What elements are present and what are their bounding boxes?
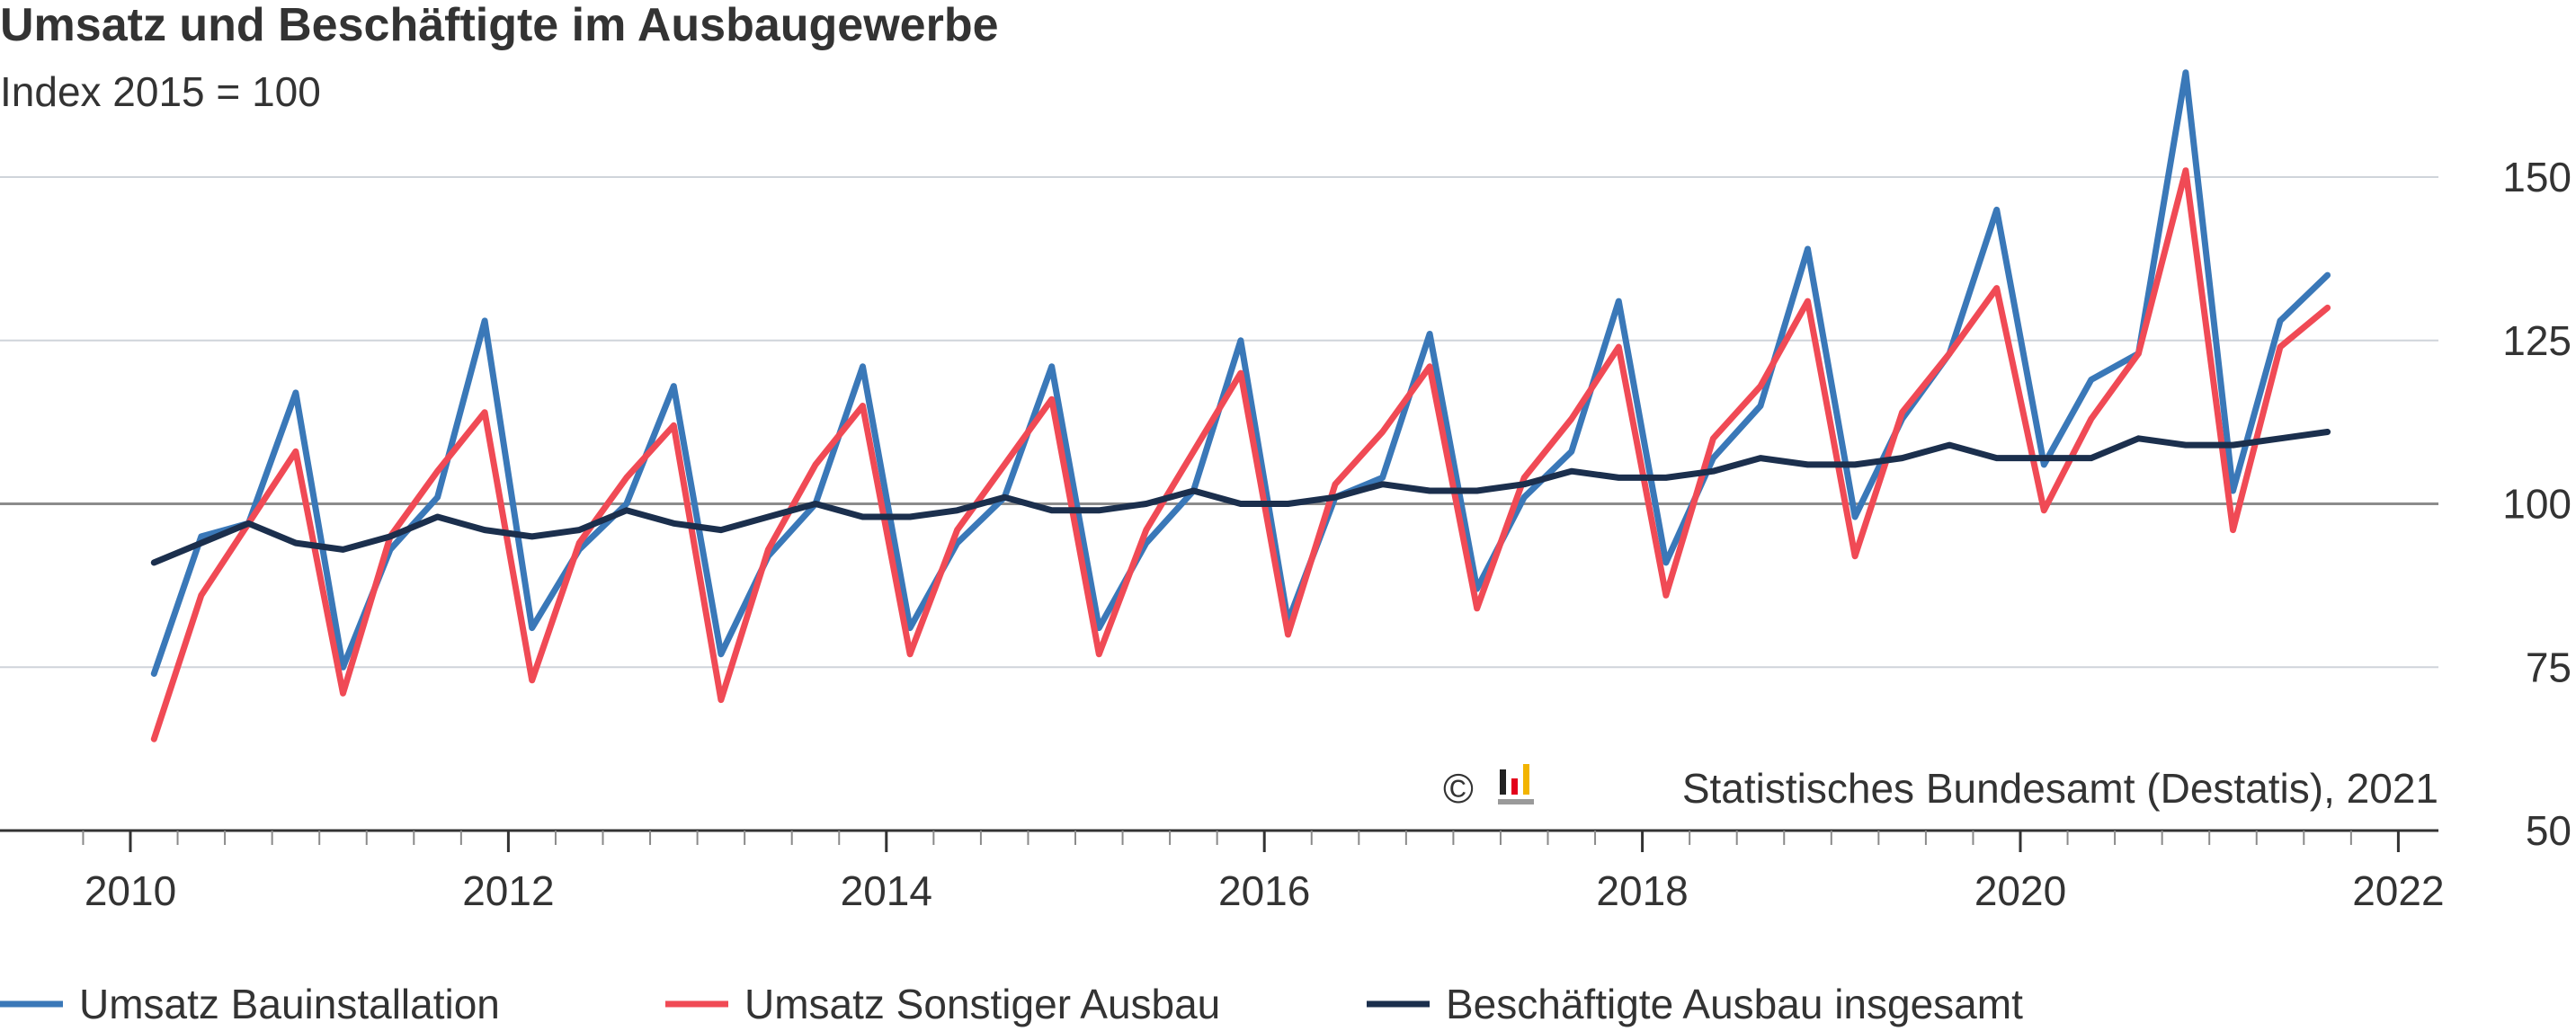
x-tick-label: 2022 (2352, 867, 2444, 914)
x-tick-label: 2016 (1218, 867, 1310, 914)
y-axis-labels: 50 75 100 125 150 (2502, 154, 2572, 854)
legend: Umsatz Bauinstallation Umsatz Sonstiger A… (0, 981, 2023, 1027)
chart-title: Umsatz und Beschäftigte im Ausbaugewerbe (0, 0, 999, 51)
series-line-2 (150, 167, 2331, 742)
y-tick-label: 100 (2502, 481, 2572, 528)
x-tick-label: 2018 (1596, 867, 1688, 914)
copyright-symbol: © (1443, 765, 1474, 812)
series-line-1 (150, 69, 2331, 677)
x-tick-label: 2014 (841, 867, 932, 914)
x-axis (0, 829, 2438, 852)
legend-label-2: Umsatz Sonstiger Ausbau (744, 981, 1220, 1027)
chart-subtitle: Index 2015 = 100 (0, 68, 321, 115)
gridlines (0, 176, 2438, 669)
source-text: Statistisches Bundesamt (Destatis), 2021 (1682, 765, 2438, 812)
y-tick-label: 150 (2502, 154, 2572, 200)
x-tick-label: 2010 (85, 867, 176, 914)
y-tick-label: 75 (2526, 644, 2572, 690)
x-tick-label: 2020 (1974, 867, 2066, 914)
legend-label-3: Beschäftigte Ausbau insgesamt (1446, 981, 2023, 1027)
series-lines (150, 69, 2331, 742)
x-axis-labels: 2010 2012 2014 2016 2018 2020 2022 (85, 867, 2445, 914)
y-tick-label: 125 (2502, 317, 2572, 364)
y-tick-label: 50 (2526, 807, 2572, 854)
series-line-3 (150, 429, 2331, 566)
legend-label-1: Umsatz Bauinstallation (79, 981, 500, 1027)
source-note: © Statistisches Bundesamt (Destatis), 20… (1443, 764, 2438, 812)
x-tick-label: 2012 (462, 867, 554, 914)
destatis-logo-icon (1498, 764, 1534, 804)
